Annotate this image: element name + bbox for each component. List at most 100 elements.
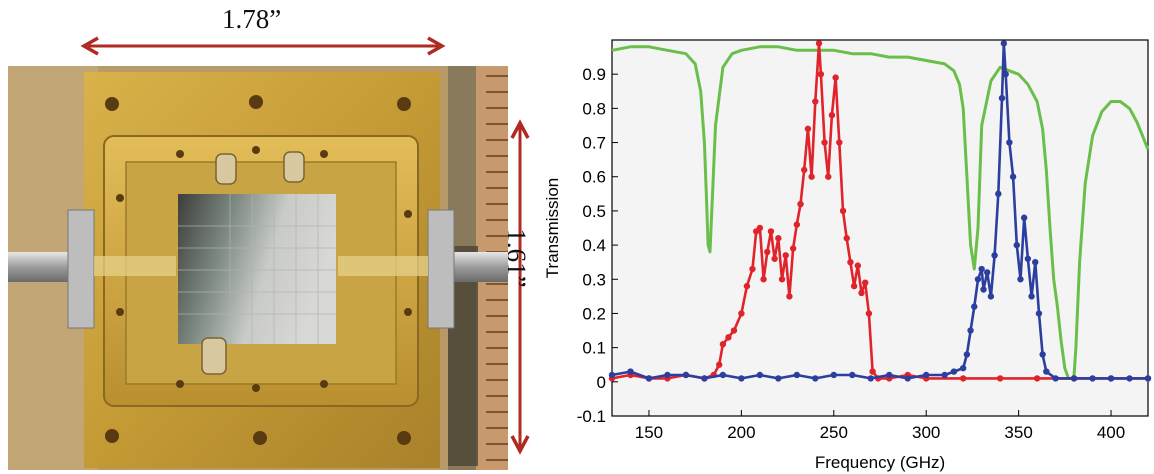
data-point [941,371,948,379]
x-tick-label: 300 [912,423,940,442]
data-point [764,248,771,256]
data-point [839,207,847,215]
data-point [775,235,782,242]
data-point [1032,258,1039,266]
data-point [1033,375,1041,382]
data-point [858,289,865,297]
y-axis-label: Transmission [543,178,562,278]
x-tick-label: 350 [1004,423,1032,442]
data-point [821,139,828,146]
data-point [782,252,789,259]
data-point [991,252,998,259]
waveguide-housing-photo [8,66,508,470]
data-point [749,265,756,273]
data-point [1009,173,1017,180]
data-point [978,265,985,273]
transmission-chart: 150 200 250 300 350 400 -0.1 0 0.1 0.2 0.3 0.4 0.5 0.… [543,39,1152,472]
data-point [701,375,708,382]
y-tick-label: 0.9 [582,65,606,84]
data-point [959,364,967,372]
data-point [797,200,804,208]
data-point [849,371,856,379]
y-tick-label: 0.6 [582,168,606,187]
data-point [738,310,745,317]
y-tick-label: 0.7 [582,134,606,153]
series-line-0 [611,45,1150,380]
data-point [645,375,653,382]
data-point [793,221,801,228]
data-point [812,98,819,105]
data-point [771,255,778,262]
data-point [725,334,732,341]
data-point [825,173,832,180]
data-point [836,139,843,146]
data-point [1070,375,1078,382]
data-point [778,276,786,283]
data-point [847,258,854,266]
y-tick-label: 0 [597,373,606,392]
data-point [743,282,751,290]
data-point [804,125,812,133]
x-axis-label: Frequency (GHz) [815,453,945,472]
plot-area [611,39,1149,417]
data-point [865,310,873,317]
data-point [1039,351,1046,358]
data-point [1052,375,1059,382]
data-point [984,269,991,276]
data-point [627,368,634,375]
data-point [1000,40,1008,47]
y-tick-label: 0.1 [582,339,606,358]
data-point [1126,375,1133,382]
x-tick-label: 200 [727,423,755,442]
data-point [730,327,738,334]
data-point [862,279,869,286]
data-point [817,70,825,78]
data-point [998,94,1006,102]
data-point [719,371,727,379]
data-point [815,40,823,47]
y-tick-label: 0.5 [582,202,606,221]
data-point [1020,214,1028,221]
data-point [801,166,808,174]
data-point [808,173,815,180]
data-point [608,371,616,379]
data-point [1024,255,1032,262]
data-point [854,262,862,269]
x-tick-label: 400 [1097,423,1125,442]
y-tick-label: 0.2 [582,304,606,323]
data-point [1107,375,1115,382]
data-point [716,361,723,368]
data-point [987,293,995,300]
data-point [832,74,839,81]
data-point [923,371,930,379]
data-point [867,375,874,382]
data-point [950,368,958,375]
data-point [886,371,893,379]
data-point [1144,375,1152,382]
data-point [793,371,801,379]
data-point [812,375,819,382]
data-point [963,351,971,358]
y-tick-label: 0.3 [582,270,606,289]
data-point [738,375,745,382]
data-point [967,327,974,334]
data-point [756,224,764,232]
data-point [974,276,982,283]
data-point [767,228,775,235]
data-point [869,368,876,375]
data-point [828,112,836,119]
data-point [756,371,764,379]
data-point [1002,70,1009,78]
width-arrow [80,36,446,56]
height-arrow [510,119,530,455]
data-point [1089,375,1096,382]
x-tick-label: 150 [635,423,663,442]
data-point [664,371,671,379]
data-point [719,341,727,348]
data-point [760,276,767,283]
data-point [682,371,690,379]
data-point [996,375,1004,382]
data-point [1006,139,1013,146]
data-point [843,235,850,242]
data-point [1035,310,1043,317]
